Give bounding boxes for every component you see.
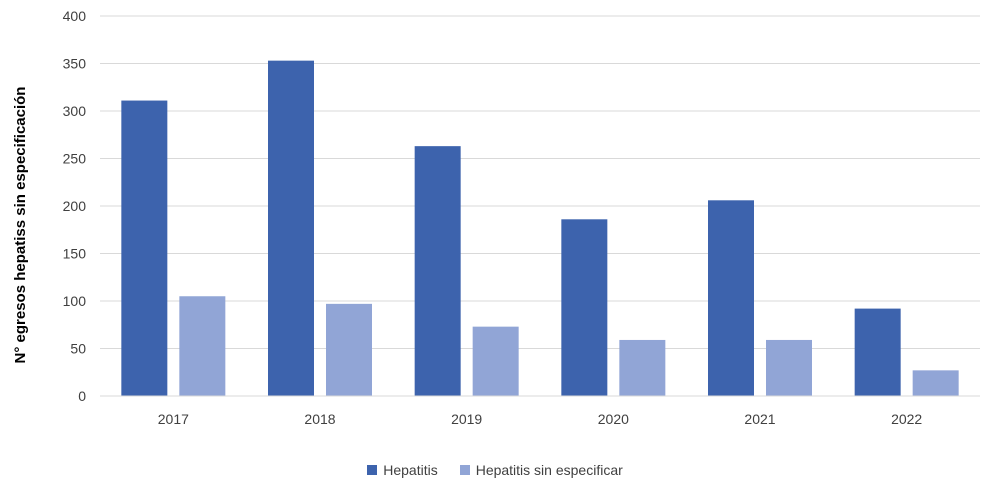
bar-hepatitis-sin-especificar-2019 — [472, 326, 519, 396]
y-tick-label: 50 — [70, 341, 86, 357]
y-tick-label: 350 — [63, 56, 87, 72]
x-tick-label: 2019 — [451, 411, 482, 427]
bar-hepatitis-sin-especificar-2020 — [619, 339, 666, 396]
bar-hepatitis-2022 — [854, 308, 901, 396]
bar-hepatitis-sin-especificar-2022 — [912, 370, 959, 396]
legend: Hepatitis Hepatitis sin especificar — [0, 462, 990, 478]
y-axis-label: N° egresos hepatiss sin especificación — [12, 87, 29, 364]
bar-hepatitis-2017 — [121, 100, 168, 397]
y-axis-ticks: 0 50 100 150 200 250 300 350 400 — [63, 8, 87, 404]
legend-item-hepatitis: Hepatitis — [367, 462, 438, 478]
x-tick-label: 2018 — [304, 411, 335, 427]
x-tick-label: 2021 — [744, 411, 775, 427]
bar-hepatitis-sin-especificar-2021 — [766, 339, 812, 396]
bar-hepatitis-2021 — [708, 200, 754, 396]
x-tick-label: 2022 — [891, 411, 922, 427]
y-tick-label: 250 — [63, 151, 87, 167]
bar-hepatitis-2020 — [561, 219, 608, 396]
y-tick-label: 100 — [63, 293, 87, 309]
legend-swatch-hepatitis-sin-especificar — [459, 465, 470, 475]
gridlines — [100, 15, 980, 349]
y-tick-label: 200 — [63, 198, 87, 214]
y-tick-label: 400 — [63, 8, 87, 24]
x-tick-label: 2020 — [598, 411, 629, 427]
x-axis-ticks: 2017 2018 2019 2020 2021 2022 — [158, 411, 923, 427]
x-tick-label: 2017 — [158, 411, 189, 427]
bar-hepatitis-2018 — [268, 60, 314, 397]
bars — [121, 60, 959, 397]
bar-hepatitis-2019 — [414, 146, 461, 396]
legend-item-hepatitis-sin-especificar: Hepatitis sin especificar — [459, 462, 623, 478]
legend-label-hepatitis: Hepatitis — [383, 462, 438, 478]
legend-label-hepatitis-sin-especificar: Hepatitis sin especificar — [475, 462, 623, 478]
y-tick-label: 150 — [63, 246, 87, 262]
y-tick-label: 300 — [63, 103, 87, 119]
y-tick-label: 0 — [78, 388, 86, 404]
bar-hepatitis-sin-especificar-2018 — [326, 303, 372, 396]
bar-hepatitis-sin-especificar-2017 — [179, 296, 226, 396]
legend-swatch-hepatitis — [367, 465, 378, 475]
